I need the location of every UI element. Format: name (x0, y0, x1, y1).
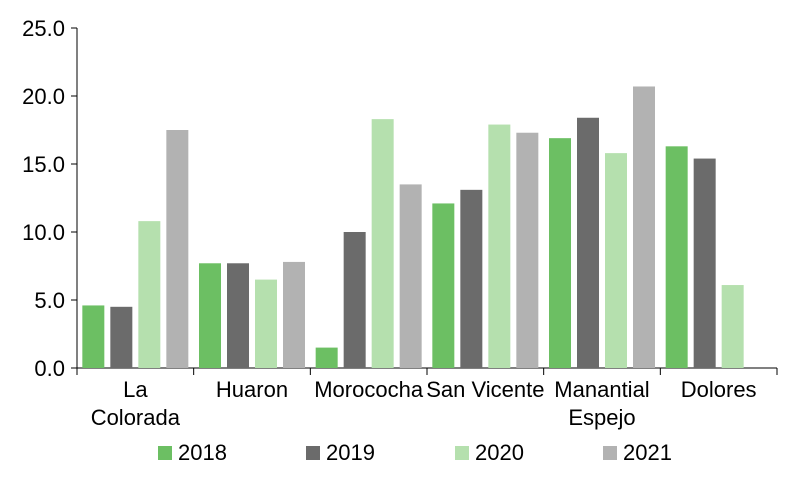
bar-2019 (343, 232, 366, 368)
x-category-label: Espejo (568, 405, 635, 430)
y-tick-label: 10.0 (22, 220, 65, 245)
bar-2018 (432, 203, 455, 368)
legend-swatch-2021 (603, 446, 617, 460)
bar-2020 (721, 285, 744, 368)
y-tick-label: 20.0 (22, 84, 65, 109)
y-tick-label: 5.0 (34, 288, 65, 313)
x-category-label: San Vicente (426, 377, 544, 402)
bar-2018 (315, 347, 338, 368)
bar-2021 (399, 184, 422, 368)
bar-2021 (633, 86, 655, 368)
bar-2018 (549, 138, 571, 368)
y-tick-label: 25.0 (22, 16, 65, 41)
bar-2019 (693, 158, 716, 368)
legend-label-2020: 2020 (475, 440, 524, 465)
legend-swatch-2019 (306, 446, 320, 460)
bar-2020 (255, 279, 277, 368)
bar-2018 (199, 263, 221, 368)
bar-2021 (516, 132, 539, 368)
bar-2021 (166, 130, 189, 368)
legend-label-2021: 2021 (623, 440, 672, 465)
bar-2019 (110, 306, 133, 368)
bar-2019 (227, 263, 249, 368)
legend-label-2019: 2019 (326, 440, 375, 465)
x-category-label: La (123, 377, 148, 402)
x-category-label: Morococha (314, 377, 424, 402)
bar-2020 (605, 153, 627, 368)
bar-2019 (577, 117, 599, 368)
bar-2020 (371, 119, 394, 369)
bar-2018 (82, 305, 105, 368)
legend-swatch-2018 (158, 446, 172, 460)
x-category-label: Huaron (216, 377, 288, 402)
legend-swatch-2020 (455, 446, 469, 460)
bar-2020 (488, 124, 511, 368)
bar-2020 (138, 221, 161, 368)
x-category-label: Colorada (91, 405, 181, 430)
y-tick-label: 0.0 (34, 356, 65, 381)
legend-label-2018: 2018 (178, 440, 227, 465)
x-category-label: Manantial (554, 377, 649, 402)
bar-2018 (665, 146, 688, 368)
bar-2021 (283, 261, 305, 368)
x-category-label: Dolores (681, 377, 757, 402)
bar-2019 (460, 189, 483, 368)
y-tick-label: 15.0 (22, 152, 65, 177)
